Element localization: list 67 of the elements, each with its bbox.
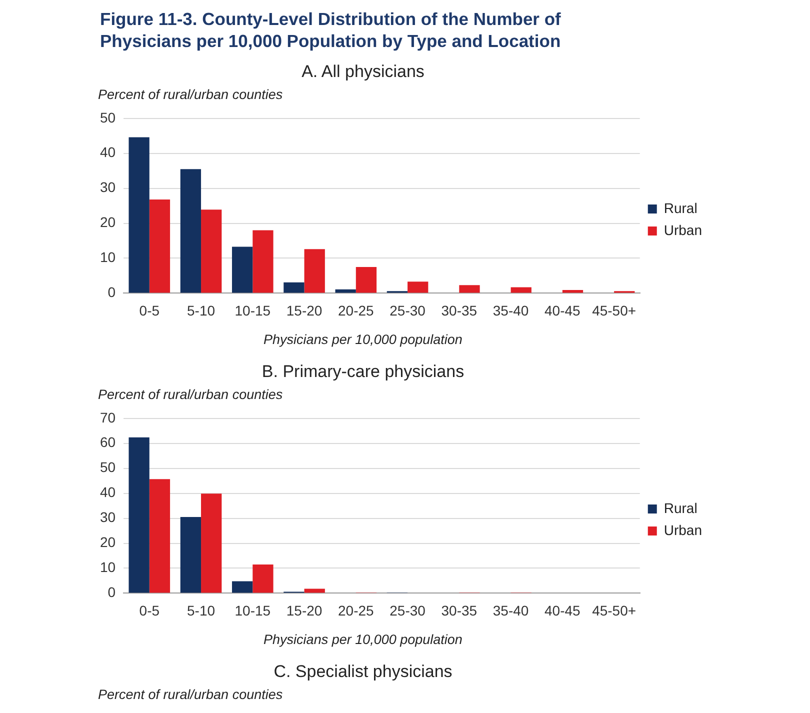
chart-title: B. Primary-care physicians	[260, 362, 466, 382]
x-tick-label: 40-45	[544, 602, 581, 618]
y-tick-label: 40	[100, 484, 116, 500]
bar	[284, 282, 304, 293]
text: C. Specialist physicians	[272, 662, 454, 682]
x-tick-label: 0-5	[139, 302, 160, 318]
bar	[304, 588, 325, 593]
y-tick-label: 30	[100, 509, 116, 526]
legend-label: Urban	[664, 522, 702, 538]
y-axis-title: Percent of rural/urban counties	[98, 87, 283, 102]
x-tick-label: 30-35	[441, 602, 478, 618]
x-tick-label: 5-10	[187, 602, 216, 618]
y-tick-label: 0	[108, 584, 116, 600]
y-axis-title: Percent of rural/urban counties	[98, 387, 283, 402]
x-axis-title: Physicians per 10,000 population	[262, 632, 464, 647]
chart-title: Figure 11-3. County-Level Distribution of the Number of Physicians per 10,000 Population by Type and Location	[100, 8, 562, 52]
legend-label: Urban	[664, 222, 702, 238]
y-tick-label: 10	[100, 559, 116, 576]
x-tick-label: 10-15	[234, 302, 271, 318]
bar	[252, 564, 274, 593]
bar	[149, 200, 170, 293]
x-tick-label: 25-30	[390, 302, 426, 318]
x-tick-label: 20-25	[338, 602, 374, 618]
bar	[201, 494, 222, 593]
x-tick-label: 25-30	[390, 602, 426, 618]
bar	[252, 230, 274, 293]
x-tick-label: 15-20	[286, 302, 322, 318]
bar	[201, 210, 222, 293]
bar	[149, 479, 170, 593]
y-tick-label: 20	[100, 534, 116, 550]
x-tick-label: 20-25	[338, 302, 374, 318]
x-tick-label: 45-50+	[592, 302, 636, 318]
bar	[128, 437, 150, 593]
x-tick-label: 0-5	[139, 602, 160, 618]
bar	[459, 285, 480, 293]
y-tick-label: 30	[100, 179, 116, 196]
bar	[356, 266, 377, 293]
bar	[232, 581, 253, 593]
y-tick-label: 70	[100, 409, 116, 426]
y-tick-label: 10	[100, 249, 116, 266]
y-tick-label: 60	[100, 434, 116, 450]
legend-label: Rural	[664, 200, 698, 216]
bar	[304, 249, 325, 293]
y-tick-label: 40	[100, 144, 116, 160]
x-tick-label: 10-15	[234, 602, 271, 618]
bar	[180, 517, 202, 593]
x-axis-title: Physicians per 10,000 population	[262, 332, 464, 347]
x-tick-label: 40-45	[544, 302, 581, 318]
x-tick-label: 30-35	[441, 302, 478, 318]
x-tick-label: 35-40	[492, 602, 529, 618]
y-tick-label: 0	[108, 284, 116, 300]
y-tick-label: 50	[100, 109, 116, 126]
y-tick-label: 50	[100, 459, 116, 476]
bar	[180, 169, 202, 293]
bar	[562, 290, 584, 293]
x-tick-label: 15-20	[286, 602, 322, 618]
text: Percent of rural/urban counties	[98, 687, 283, 702]
bar	[128, 137, 150, 293]
x-tick-label: 45-50+	[592, 602, 636, 618]
y-tick-label: 20	[100, 214, 116, 230]
bar	[232, 246, 253, 293]
x-tick-label: 35-40	[492, 302, 529, 318]
x-tick-label: 5-10	[187, 302, 216, 318]
bar	[510, 287, 532, 293]
legend-label: Rural	[664, 500, 698, 516]
bar	[408, 282, 428, 293]
chart-subtitle: A. All physicians	[300, 62, 426, 82]
